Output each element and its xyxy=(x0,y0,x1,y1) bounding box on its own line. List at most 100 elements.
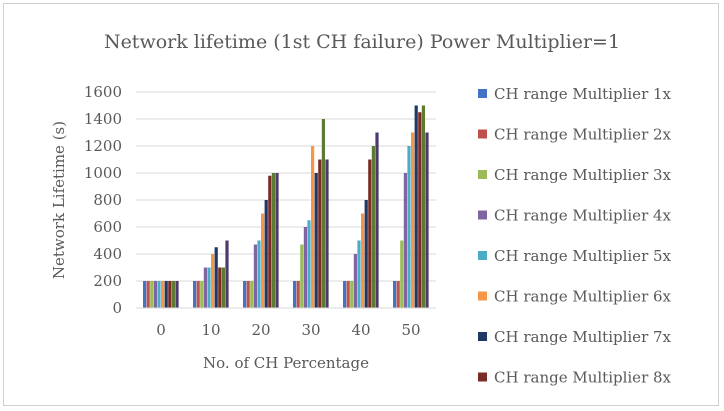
bar-series-4-cat-50 xyxy=(403,173,407,308)
bars xyxy=(143,105,429,308)
bar-series-8-cat-20 xyxy=(268,175,272,308)
legend-label: CH range Multiplier 5x xyxy=(494,247,672,265)
bar-series-9-cat-50 xyxy=(421,105,425,308)
legend-swatch xyxy=(478,251,487,260)
bar-series-2-cat-50 xyxy=(396,281,400,308)
bar-series-10-cat-20 xyxy=(275,173,279,308)
bar-series-6-cat-30 xyxy=(311,146,315,308)
bar-series-10-cat-40 xyxy=(375,132,379,308)
y-tick-label: 1000 xyxy=(84,164,122,182)
gridlines xyxy=(136,91,436,282)
bar-series-6-cat-0 xyxy=(161,281,165,308)
bar-series-10-cat-30 xyxy=(325,159,329,308)
bar-series-5-cat-30 xyxy=(307,220,311,308)
y-axis-label: Network Lifetime (s) xyxy=(50,121,68,279)
legend-label: CH range Multiplier 6x xyxy=(494,288,672,306)
legend: CH range Multiplier 1x CH range Multiplie… xyxy=(478,85,672,387)
x-axis-label: No. of CH Percentage xyxy=(203,354,369,372)
bar-series-1-cat-30 xyxy=(293,281,297,308)
bar-series-1-cat-20 xyxy=(243,281,247,308)
bar-series-4-cat-10 xyxy=(203,267,207,308)
bar-series-7-cat-20 xyxy=(264,200,268,308)
bar-series-1-cat-40 xyxy=(343,281,347,308)
bar-series-1-cat-50 xyxy=(393,281,397,308)
bar-series-8-cat-40 xyxy=(368,159,372,308)
legend-swatch xyxy=(478,170,487,179)
x-tick-label: 40 xyxy=(351,321,370,339)
legend-swatch xyxy=(478,89,487,98)
bar-series-5-cat-0 xyxy=(157,281,161,308)
bar-series-8-cat-50 xyxy=(418,112,422,308)
x-tick-label: 30 xyxy=(301,321,320,339)
bar-series-2-cat-0 xyxy=(146,281,150,308)
bar-series-8-cat-30 xyxy=(318,159,322,308)
y-tick-label: 200 xyxy=(93,272,122,290)
y-tick-label: 0 xyxy=(112,299,122,317)
bar-series-7-cat-0 xyxy=(164,281,168,308)
chart-frame xyxy=(3,3,719,406)
bar-series-2-cat-20 xyxy=(246,281,250,308)
bar-series-5-cat-10 xyxy=(207,267,211,308)
bar-series-7-cat-40 xyxy=(364,200,368,308)
bar-series-7-cat-30 xyxy=(314,173,318,308)
y-tick-label: 400 xyxy=(93,245,122,263)
legend-label: CH range Multiplier 4x xyxy=(494,207,672,225)
bar-series-10-cat-10 xyxy=(225,240,229,308)
bar-series-5-cat-20 xyxy=(257,240,261,308)
bar-series-4-cat-30 xyxy=(303,227,307,308)
bar-series-8-cat-0 xyxy=(168,281,172,308)
bar-series-10-cat-0 xyxy=(175,281,179,308)
y-tick-label: 1200 xyxy=(84,137,122,155)
bar-series-9-cat-30 xyxy=(321,119,325,308)
x-axis-ticks: 0 10 20 30 40 50 xyxy=(156,321,420,339)
legend-label: CH range Multiplier 3x xyxy=(494,166,672,184)
x-tick-label: 50 xyxy=(401,321,420,339)
bar-series-7-cat-50 xyxy=(414,105,418,308)
bar-series-5-cat-40 xyxy=(357,240,361,308)
bar-series-3-cat-0 xyxy=(150,281,154,308)
bar-series-1-cat-0 xyxy=(143,281,147,308)
bar-series-9-cat-40 xyxy=(371,146,375,308)
bar-series-8-cat-10 xyxy=(218,267,222,308)
bar-series-3-cat-30 xyxy=(300,244,304,308)
legend-label: CH range Multiplier 8x xyxy=(494,369,672,387)
x-tick-label: 20 xyxy=(251,321,270,339)
y-axis-ticks: 0 200 400 600 800 1000 1200 1400 1600 xyxy=(84,83,122,317)
bar-series-9-cat-20 xyxy=(271,173,275,308)
y-tick-label: 600 xyxy=(93,218,122,236)
legend-swatch xyxy=(478,210,487,220)
bar-series-3-cat-40 xyxy=(350,281,354,308)
bar-series-3-cat-10 xyxy=(200,281,204,308)
y-tick-label: 1400 xyxy=(84,110,122,128)
y-tick-label: 800 xyxy=(93,191,122,209)
bar-series-7-cat-10 xyxy=(214,247,218,308)
chart-title: Network lifetime (1st CH failure) Power … xyxy=(104,31,620,53)
bar-series-3-cat-20 xyxy=(250,281,254,308)
legend-swatch xyxy=(478,129,487,139)
bar-series-3-cat-50 xyxy=(400,240,404,308)
bar-series-4-cat-20 xyxy=(253,244,257,308)
bar-series-9-cat-0 xyxy=(171,281,175,308)
bar-series-6-cat-40 xyxy=(361,213,365,308)
bar-series-6-cat-20 xyxy=(261,213,265,308)
legend-swatch xyxy=(478,332,487,341)
legend-swatch xyxy=(478,291,487,301)
bar-series-5-cat-50 xyxy=(407,146,411,308)
bar-series-6-cat-10 xyxy=(211,254,215,308)
bar-series-2-cat-10 xyxy=(196,281,200,308)
y-tick-label: 1600 xyxy=(84,83,122,101)
legend-label: CH range Multiplier 2x xyxy=(494,126,672,144)
legend-label: CH range Multiplier 7x xyxy=(494,328,672,346)
bar-series-4-cat-40 xyxy=(353,254,357,308)
x-tick-label: 10 xyxy=(201,321,220,339)
bar-series-9-cat-10 xyxy=(221,267,225,308)
bar-series-2-cat-30 xyxy=(296,281,300,308)
legend-swatch xyxy=(478,372,487,382)
bar-series-10-cat-50 xyxy=(425,132,429,308)
bar-series-1-cat-10 xyxy=(193,281,197,308)
legend-label: CH range Multiplier 1x xyxy=(494,85,672,103)
bar-series-6-cat-50 xyxy=(411,132,415,308)
x-tick-label: 0 xyxy=(156,321,166,339)
bar-series-2-cat-40 xyxy=(346,281,350,308)
